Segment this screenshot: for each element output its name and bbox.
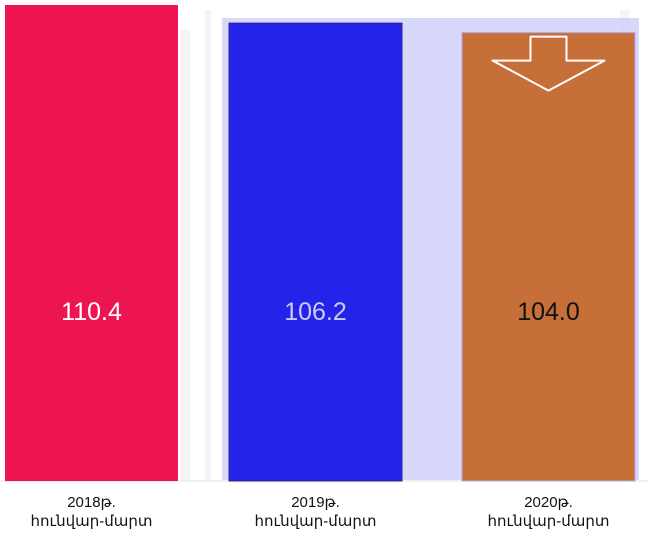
category-label-0: 2018թ. հունվար-մարտ (0, 493, 192, 531)
category-label-line: հունվար-մարտ (487, 513, 610, 530)
category-label-1: 2019թ. հունվար-մարտ (216, 493, 416, 531)
category-label-2: 2020թ. հունվար-մարտ (449, 493, 649, 531)
data-label-2: 104.0 (517, 298, 580, 326)
bar-1 (228, 22, 403, 482)
category-label-line: 2020թ. (524, 494, 573, 511)
category-label-line: հունվար-մարտ (30, 513, 153, 530)
category-label-line: 2019թ. (291, 494, 340, 511)
bar-2 (461, 32, 636, 482)
data-label-0: 110.4 (61, 298, 122, 326)
data-label-1: 106.2 (284, 298, 347, 326)
bar-0 (5, 5, 178, 481)
category-label-line: 2018թ. (67, 494, 116, 511)
down-arrow-icon (491, 35, 606, 92)
category-label-line: հունվար-մարտ (254, 513, 377, 530)
